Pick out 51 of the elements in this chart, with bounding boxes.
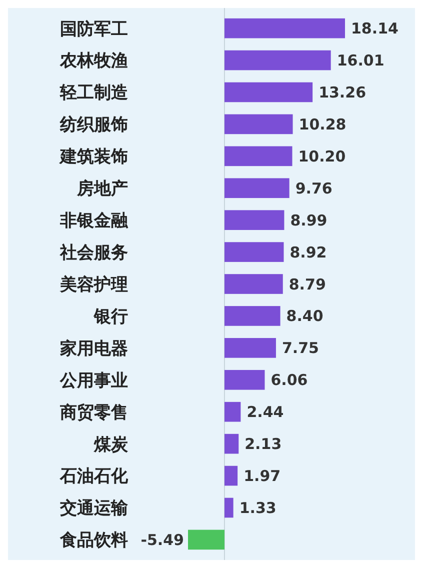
y-tick-label: 银行 xyxy=(93,306,128,327)
y-tick-label: 房地产 xyxy=(76,179,128,200)
data-label: 8.92 xyxy=(290,243,327,262)
y-tick-label: 纺织服饰 xyxy=(59,115,128,136)
data-label: 9.76 xyxy=(295,179,332,198)
bar xyxy=(224,114,293,134)
data-label: 13.26 xyxy=(318,83,366,102)
bar xyxy=(224,466,238,486)
data-label: -5.49 xyxy=(140,530,184,549)
bar xyxy=(224,338,276,358)
y-tick-label: 国防军工 xyxy=(60,19,128,40)
data-label: 1.33 xyxy=(239,498,276,517)
y-tick-label: 建筑装饰 xyxy=(58,147,128,168)
bar xyxy=(224,242,284,262)
data-label: 8.79 xyxy=(288,275,326,294)
bar xyxy=(224,434,239,454)
y-tick-label: 社会服务 xyxy=(59,242,128,263)
y-tick-label: 公用事业 xyxy=(59,370,128,391)
data-label: 6.06 xyxy=(270,371,308,390)
y-tick-label: 煤炭 xyxy=(93,434,129,455)
bar xyxy=(224,306,280,326)
bar xyxy=(224,274,283,294)
y-tick-label: 轻工制造 xyxy=(59,83,128,104)
bar xyxy=(224,50,331,70)
y-tick-label: 食品饮料 xyxy=(59,530,128,551)
bar xyxy=(224,178,290,198)
data-label: 2.13 xyxy=(244,435,282,454)
y-tick-label: 农林牧渔 xyxy=(59,51,128,72)
data-label: 10.20 xyxy=(298,147,346,166)
bar xyxy=(224,18,345,38)
data-label: 8.99 xyxy=(290,211,328,230)
y-tick-label: 交通运输 xyxy=(59,498,129,519)
data-label: 16.01 xyxy=(336,52,384,70)
bar xyxy=(224,146,292,166)
bar xyxy=(224,210,284,230)
y-tick-label: 家用电器 xyxy=(59,338,128,359)
data-label: 18.14 xyxy=(351,20,398,38)
y-tick-label: 石油石化 xyxy=(59,466,129,487)
data-label: 7.75 xyxy=(282,339,319,358)
data-label: 1.97 xyxy=(244,467,281,486)
bar xyxy=(188,530,224,550)
data-label: 2.44 xyxy=(246,403,284,422)
y-tick-label: 商贸零售 xyxy=(59,402,128,423)
bar xyxy=(224,498,234,518)
bar xyxy=(224,402,241,422)
y-tick-label: 美容护理 xyxy=(59,274,128,295)
bar xyxy=(224,82,313,102)
y-tick-label: 非银金融 xyxy=(59,211,129,232)
bar xyxy=(224,370,265,390)
data-label: 10.28 xyxy=(298,115,346,134)
data-label: 8.40 xyxy=(286,307,324,326)
